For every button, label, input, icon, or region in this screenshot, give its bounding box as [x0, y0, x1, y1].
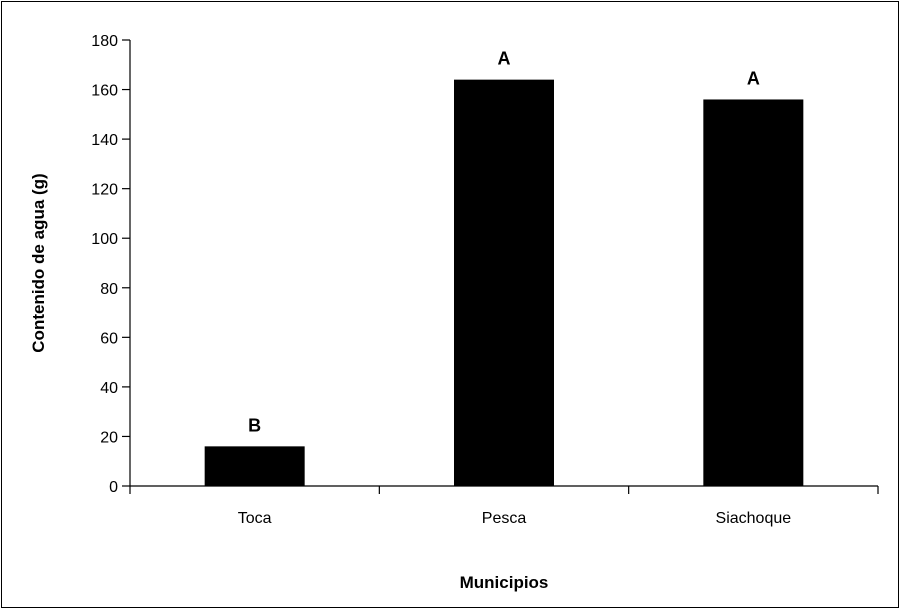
y-tick-label: 80	[100, 281, 118, 298]
bars	[204, 79, 804, 487]
bar-pesca	[454, 79, 554, 487]
y-tick-label: 180	[91, 33, 118, 50]
y-tick-label: 40	[100, 380, 118, 397]
bar-toca	[204, 446, 305, 486]
y-tick-label: 20	[100, 429, 118, 446]
x-category-label: Siachoque	[716, 510, 792, 527]
y-axis-title: Contenido de agua (g)	[29, 173, 48, 352]
y-tick-label: 120	[91, 182, 118, 199]
significance-letter: A	[498, 49, 511, 69]
x-axis-title: Municipios	[460, 573, 549, 592]
y-tick-label: 160	[91, 83, 118, 100]
y-tick-label: 60	[100, 330, 118, 347]
y-tick-label: 100	[91, 231, 118, 248]
significance-letter: A	[747, 68, 760, 88]
x-category-label: Toca	[238, 510, 272, 527]
bar-siachoque	[703, 99, 804, 486]
significance-letter: B	[248, 415, 261, 435]
y-axis-ticks: 0 20 40 60 80 100 120 140 160 180	[91, 33, 130, 496]
y-tick-label: 0	[109, 479, 118, 496]
x-axis-ticks: Toca Pesca Siachoque	[129, 486, 879, 527]
significance-labels: B A A	[248, 49, 760, 436]
x-category-label: Pesca	[482, 510, 527, 527]
y-tick-label: 140	[91, 132, 118, 149]
